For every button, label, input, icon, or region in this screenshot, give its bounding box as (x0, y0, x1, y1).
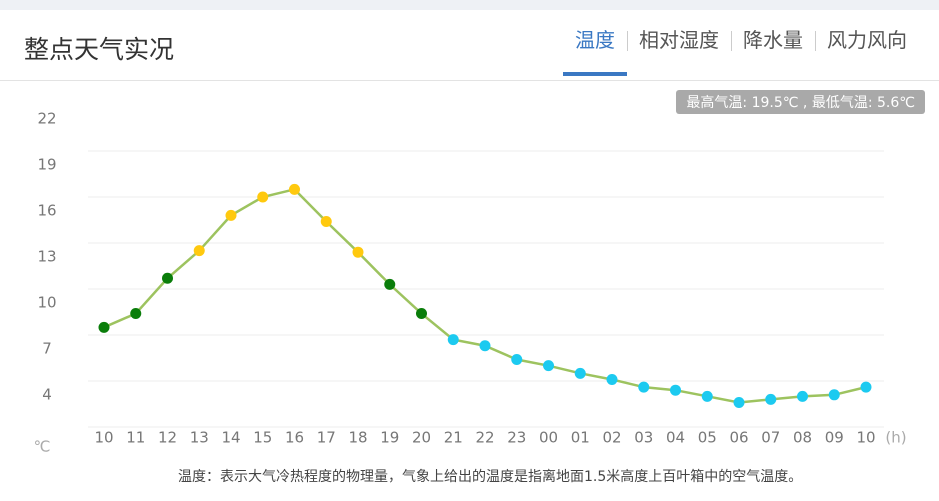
y-tick-label: 22 (37, 110, 56, 128)
data-point (257, 191, 269, 203)
panel-title: 整点天气实况 (24, 35, 175, 64)
data-point (447, 334, 459, 346)
x-tick-label: 10 (94, 429, 113, 447)
data-point (828, 389, 840, 401)
data-point (574, 367, 586, 379)
data-point (479, 340, 491, 352)
x-tick-label: 15 (253, 429, 272, 447)
x-tick-label: 09 (825, 429, 844, 447)
temperature-line (103, 187, 867, 404)
data-point (416, 308, 427, 320)
x-tick-label: 18 (348, 429, 367, 447)
x-tick-label: 01 (571, 429, 590, 447)
data-point (320, 216, 332, 228)
x-tick-label: 21 (444, 429, 463, 447)
data-point (193, 245, 205, 257)
y-tick-label: 13 (37, 248, 56, 266)
data-point (130, 308, 142, 320)
data-point (289, 183, 300, 195)
data-point (701, 390, 713, 402)
data-point (733, 396, 745, 408)
y-tick-label: 7 (42, 340, 52, 358)
x-tick-label: 17 (317, 429, 336, 447)
x-tick-label: 04 (666, 429, 685, 447)
data-point (225, 209, 237, 221)
x-tick-label: 13 (190, 429, 209, 447)
x-tick-label: 14 (221, 429, 240, 447)
x-tick-label: 10 (856, 429, 875, 447)
tab[interactable]: 温度 (563, 26, 627, 76)
tab[interactable]: 相对湿度 (627, 26, 731, 72)
x-tick-label: 05 (698, 429, 717, 447)
x-tick-label: 07 (761, 429, 780, 447)
data-point (860, 381, 872, 393)
header: 整点天气实况 温度 相对湿度 降水量 风力风向 (0, 10, 939, 81)
data-point (384, 278, 396, 290)
x-tick-label: 06 (729, 429, 748, 447)
x-tick-label: 19 (380, 429, 399, 447)
data-point (638, 381, 650, 393)
y-unit: ℃ (34, 438, 51, 456)
data-point (98, 321, 110, 333)
x-tick-label: 20 (412, 429, 431, 447)
x-tick-label: 22 (475, 429, 494, 447)
data-point (511, 354, 523, 366)
summary-badge: 最高气温: 19.5℃ , 最低气温: 5.6℃ (676, 90, 925, 114)
y-tick-label: 10 (37, 294, 56, 312)
data-point (670, 384, 681, 396)
tab[interactable]: 风力风向 (815, 26, 919, 72)
data-point (352, 246, 364, 258)
x-unit: (h) (885, 429, 906, 447)
x-tick-label: 16 (285, 429, 304, 447)
x-tick-label: 11 (126, 429, 145, 447)
tab[interactable]: 降水量 (731, 26, 815, 72)
y-tick-label: 16 (37, 202, 56, 220)
data-point (606, 373, 618, 385)
footnote: 温度：表示大气冷热程度的物理量，气象上给出的温度是指离地面1.5米高度上百叶箱中… (178, 469, 803, 485)
x-tick-label: 12 (158, 429, 177, 447)
y-tick-label: 19 (37, 156, 56, 174)
y-tick-label: 4 (42, 386, 52, 404)
x-tick-label: 00 (539, 429, 558, 447)
data-point (765, 393, 777, 405)
x-tick-label: 08 (793, 429, 812, 447)
x-tick-label: 02 (602, 429, 621, 447)
x-tick-label: 03 (634, 429, 653, 447)
tabs: 温度 相对湿度 降水量 风力风向 (563, 26, 919, 76)
data-point (162, 272, 173, 284)
data-point (543, 360, 554, 372)
top-strip (0, 0, 939, 10)
data-point (797, 390, 808, 402)
x-tick-label: 23 (507, 429, 526, 447)
